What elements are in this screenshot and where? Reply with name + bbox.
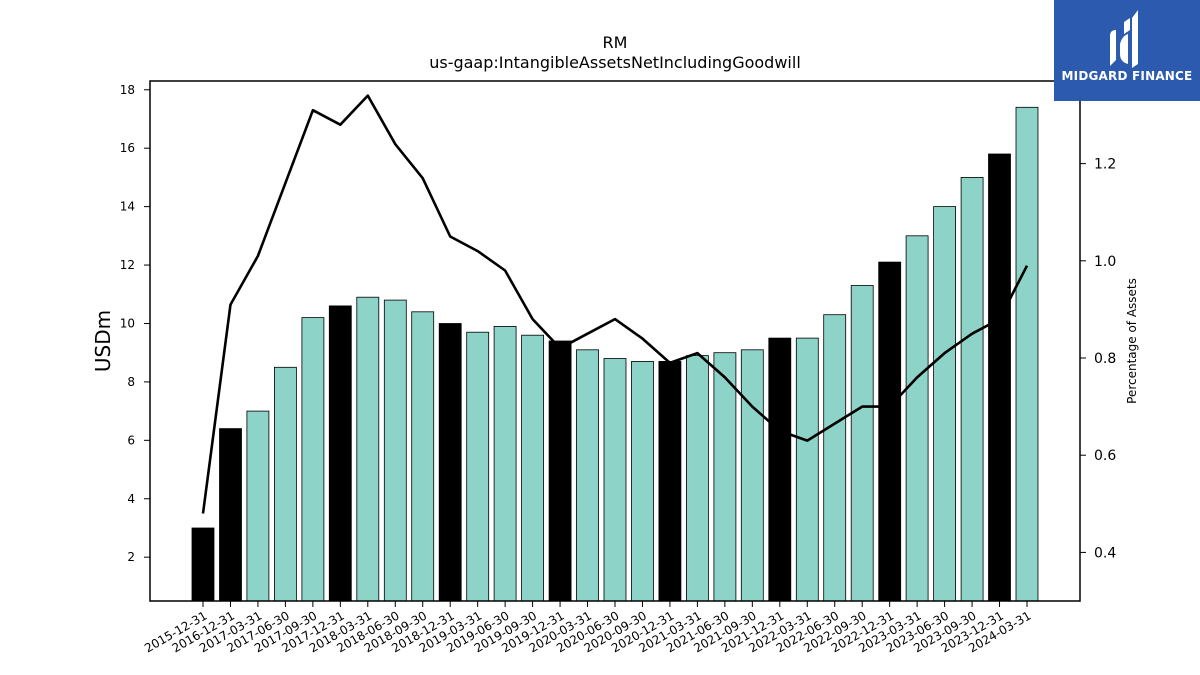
y-tick-label: 4 xyxy=(127,492,135,506)
bar-2018-09-30 xyxy=(411,311,435,602)
bar-2022-06-30 xyxy=(823,314,847,602)
bar-2017-09-30 xyxy=(301,317,325,602)
brand-logo: MIDGARD FINANCE xyxy=(1054,0,1200,101)
bar-2018-03-31 xyxy=(356,296,380,602)
y-axis-left: 2 4 6 8 10 12 14 16 18 xyxy=(120,83,150,564)
chart-title: RM xyxy=(603,33,628,52)
bar-2021-12-31 xyxy=(768,337,792,602)
bar-2019-12-31 xyxy=(548,340,572,602)
bar-2020-09-30 xyxy=(631,360,654,602)
y-tick-label: 2 xyxy=(127,550,135,564)
bar-2018-06-30 xyxy=(383,299,407,602)
y2-axis-label: Percentage of Assets xyxy=(1125,278,1139,404)
bar-2020-06-30 xyxy=(603,358,627,602)
logo-mark-icon xyxy=(1110,10,1138,68)
bar-2021-09-30 xyxy=(740,349,764,602)
y-tick-label: 16 xyxy=(120,141,135,155)
x-axis: 2015-12-312016-12-312017-03-312017-06-30… xyxy=(142,601,1034,655)
bar-2017-06-30 xyxy=(273,366,297,602)
bar-2017-03-31 xyxy=(246,410,270,602)
bar-2019-09-30 xyxy=(521,334,544,602)
y-tick-label: 10 xyxy=(120,316,135,330)
y-tick-label: 12 xyxy=(120,258,135,272)
y-axis-right: 0.4 0.6 0.8 1.0 1.2 xyxy=(1080,157,1116,561)
bar-2023-06-30 xyxy=(933,206,956,602)
bar-2017-12-31 xyxy=(328,305,352,602)
y-tick-label: 8 xyxy=(127,375,135,389)
y2-tick-label: 0.6 xyxy=(1094,448,1116,464)
bar-2022-12-31 xyxy=(878,261,902,602)
bar-2019-06-30 xyxy=(493,325,517,602)
y-tick-label: 14 xyxy=(120,200,135,214)
bar-2020-12-31 xyxy=(658,360,682,602)
y-axis-label: USDm xyxy=(91,310,115,372)
bar-2022-03-31 xyxy=(795,337,819,602)
y-tick-label: 18 xyxy=(120,83,135,97)
bar-2024-03-31 xyxy=(1015,106,1039,602)
bar-2021-03-31 xyxy=(686,355,709,602)
line-series xyxy=(201,94,1029,514)
bar-2019-03-31 xyxy=(466,331,490,602)
logo-text: MIDGARD FINANCE xyxy=(1061,69,1193,83)
bar-2020-03-31 xyxy=(576,349,599,602)
percentage-line xyxy=(201,94,1029,514)
bar-series xyxy=(191,106,1039,602)
bar-2015-12-31 xyxy=(191,527,215,602)
bar-2021-06-30 xyxy=(713,352,737,602)
y2-tick-label: 1.0 xyxy=(1094,254,1116,270)
y2-tick-label: 0.4 xyxy=(1094,545,1116,561)
y2-tick-label: 0.8 xyxy=(1094,351,1116,367)
chart-subtitle: us-gaap:IntangibleAssetsNetIncludingGood… xyxy=(429,53,801,72)
bar-2023-03-31 xyxy=(905,235,929,602)
bar-2016-12-31 xyxy=(219,428,242,602)
bar-2018-12-31 xyxy=(438,323,462,602)
bar-2023-12-31 xyxy=(988,153,1011,602)
bar-2022-09-30 xyxy=(850,285,874,602)
y-tick-label: 6 xyxy=(127,433,135,447)
bar-2023-09-30 xyxy=(960,176,984,602)
y2-tick-label: 1.2 xyxy=(1094,157,1116,173)
